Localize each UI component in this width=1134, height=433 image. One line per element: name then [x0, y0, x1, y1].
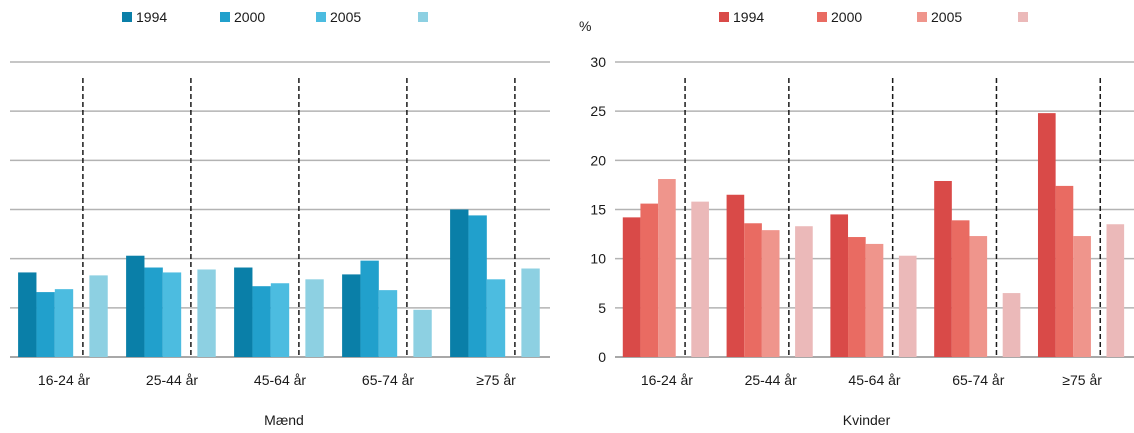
- bar: [1073, 236, 1091, 357]
- bar: [1037, 113, 1056, 357]
- bar: [1055, 185, 1074, 357]
- x-tick-label: 45-64 år: [254, 372, 306, 388]
- bar: [162, 272, 182, 357]
- legend-swatch: [418, 12, 428, 22]
- legend-swatch: [917, 12, 927, 22]
- chart-panel-kvinder: 0 5 10 15 20 25 30% 16-24 år 25-44 år 45-64 år 65-…: [579, 9, 1134, 428]
- bar: [18, 272, 37, 357]
- y-tick-label: 0: [598, 349, 606, 365]
- bar: [342, 274, 361, 357]
- bar: [360, 260, 379, 357]
- x-tick-label: 65-74 år: [362, 372, 414, 388]
- x-tick-label: 25-44 år: [745, 372, 797, 388]
- y-tick-label: 30: [590, 54, 606, 70]
- bar: [126, 255, 145, 357]
- bar: [691, 201, 709, 357]
- chart-panel-maend: 16-24 år 25-44 år 45-64 år 65-74 år ≥75 år Mæ…: [10, 9, 550, 428]
- legend-swatch: [719, 12, 729, 22]
- bar: [197, 269, 216, 357]
- legend-label: 1994: [136, 9, 167, 25]
- bar: [969, 236, 988, 357]
- bar: [622, 217, 641, 357]
- bar: [934, 180, 952, 357]
- legend-label: 2000: [831, 9, 862, 25]
- bar: [865, 243, 884, 357]
- bar: [761, 230, 780, 357]
- bar: [951, 220, 970, 357]
- x-tick-label: 45-64 år: [848, 372, 900, 388]
- bar: [252, 286, 271, 357]
- bar: [89, 275, 108, 357]
- bar: [234, 267, 253, 357]
- bar: [450, 209, 469, 357]
- bar: [658, 179, 676, 357]
- bar: [413, 309, 432, 357]
- legend-swatch: [122, 12, 132, 22]
- legend-swatch: [220, 12, 230, 22]
- bar: [795, 226, 813, 357]
- x-tick-label: 65-74 år: [952, 372, 1004, 388]
- y-axis-label: %: [579, 18, 591, 34]
- bar: [54, 289, 74, 357]
- bar: [305, 279, 324, 357]
- bar: [270, 283, 290, 357]
- bar: [36, 292, 55, 357]
- x-axis-label: Kvinder: [843, 412, 891, 428]
- bar: [378, 290, 398, 357]
- y-tick-label: 20: [590, 152, 606, 168]
- bar: [848, 237, 866, 357]
- x-tick-label: 16-24 år: [641, 372, 693, 388]
- legend-label: 1994: [733, 9, 764, 25]
- legend-swatch: [817, 12, 827, 22]
- y-tick-label: 15: [590, 202, 606, 218]
- bar: [486, 279, 506, 357]
- legend-swatch: [1018, 12, 1028, 22]
- bar: [1106, 224, 1125, 357]
- legend-label: 2005: [330, 9, 361, 25]
- x-tick-label: ≥75 år: [1062, 372, 1102, 388]
- x-axis-label: Mænd: [264, 412, 304, 428]
- bar: [521, 268, 540, 357]
- y-tick-label: 10: [590, 251, 606, 267]
- bar: [468, 215, 487, 357]
- bar: [830, 214, 849, 357]
- legend-swatch: [316, 12, 326, 22]
- bar: [640, 203, 659, 357]
- x-tick-label: ≥75 år: [476, 372, 516, 388]
- x-tick-label: 16-24 år: [38, 372, 90, 388]
- y-tick-label: 5: [598, 300, 606, 316]
- y-tick-label: 25: [590, 103, 606, 119]
- bar: [726, 194, 745, 357]
- legend-label: 2000: [234, 9, 265, 25]
- x-tick-label: 25-44 år: [146, 372, 198, 388]
- bar: [898, 255, 917, 357]
- legend-label: 2005: [931, 9, 962, 25]
- bar: [744, 223, 762, 357]
- bar: [144, 267, 163, 357]
- bar: [1002, 293, 1021, 357]
